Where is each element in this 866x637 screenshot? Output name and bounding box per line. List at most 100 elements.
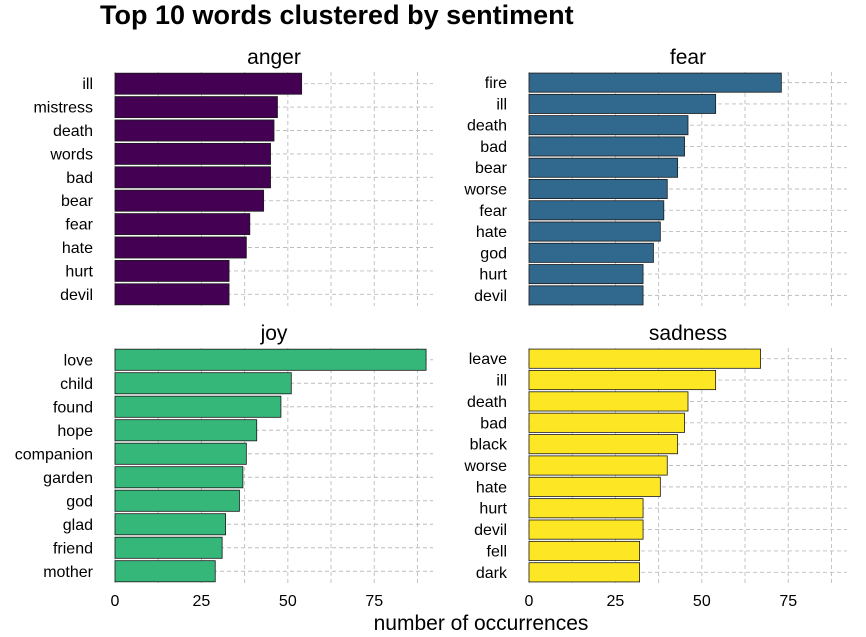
category-label: bad xyxy=(480,415,507,432)
category-label: ill xyxy=(496,96,507,113)
bar-joy-found xyxy=(114,395,282,418)
category-label: companion xyxy=(15,446,93,463)
category-label: hurt xyxy=(65,263,93,280)
category-label: bad xyxy=(480,139,507,156)
category-label: fear xyxy=(65,217,93,234)
bar-anger-words xyxy=(114,142,271,165)
category-label: glad xyxy=(63,517,93,534)
bar-anger-fear xyxy=(114,213,251,236)
category-label: hate xyxy=(476,479,507,496)
bar-joy-child xyxy=(114,372,292,395)
bar-joy-garden xyxy=(114,466,244,489)
category-label: bear xyxy=(475,160,508,177)
bar-anger-devil xyxy=(114,283,230,306)
category-label: hurt xyxy=(479,267,507,284)
category-label: devil xyxy=(474,288,507,305)
bar-sadness-hate xyxy=(528,476,661,497)
bar-anger-death xyxy=(114,119,275,142)
category-label: ill xyxy=(496,373,507,390)
bar-fear-bear xyxy=(528,157,679,178)
category-label: devil xyxy=(474,522,507,539)
x-tick-label: 25 xyxy=(607,593,625,610)
facet-joy: joy love child found hope companion garden god g… xyxy=(15,322,433,610)
category-label: hate xyxy=(476,224,507,241)
bar-fear-fire xyxy=(528,72,782,93)
category-label: fire xyxy=(485,75,507,92)
category-label: god xyxy=(66,493,93,510)
bar-sadness-fell xyxy=(528,540,641,561)
bar-fear-fear xyxy=(528,200,665,221)
facet-title-anger: anger xyxy=(247,46,301,69)
facet-sadness: sadness leave ill death bad black worse hate hur… xyxy=(463,322,847,610)
bar-anger-bad xyxy=(114,166,271,189)
bar-sadness-worse xyxy=(528,455,668,476)
x-tick-label: 75 xyxy=(365,593,383,610)
bar-fear-god xyxy=(528,242,654,263)
category-label: garden xyxy=(43,470,93,487)
facet-panels: anger ill mistress death words bad bear fear hat… xyxy=(15,46,847,610)
category-label: death xyxy=(467,118,507,135)
bar-sadness-dark xyxy=(528,562,641,583)
bar-joy-mother xyxy=(114,560,216,583)
category-label: death xyxy=(53,123,93,140)
category-label: words xyxy=(49,146,93,163)
bar-joy-companion xyxy=(114,442,247,465)
category-label: fear xyxy=(479,203,507,220)
x-tick-label: 0 xyxy=(111,593,120,610)
bar-sadness-black xyxy=(528,434,679,455)
category-label: mother xyxy=(43,564,93,581)
bar-sadness-bad xyxy=(528,412,685,433)
category-label: fell xyxy=(487,543,507,560)
x-axis-label: number of occurrences xyxy=(374,612,589,635)
x-tick-label: 75 xyxy=(779,593,797,610)
facet-anger: anger ill mistress death words bad bear fear hat… xyxy=(33,46,433,306)
category-label: worse xyxy=(463,182,507,199)
bar-joy-hope xyxy=(114,419,258,442)
chart-title: Top 10 words clustered by sentiment xyxy=(100,0,574,30)
facet-fear: fear fire ill death bad bear worse fear hate god h… xyxy=(463,46,847,306)
category-label: ill xyxy=(82,76,93,93)
category-label: leave xyxy=(469,351,507,368)
category-label: found xyxy=(53,399,93,416)
bar-joy-love xyxy=(114,348,427,371)
category-label: bad xyxy=(66,170,93,187)
bar-fear-worse xyxy=(528,179,668,199)
bar-anger-mistress xyxy=(114,96,278,119)
x-tick-label: 0 xyxy=(525,593,534,610)
facet-title-fear: fear xyxy=(670,46,706,69)
bar-fear-death xyxy=(528,115,689,136)
bar-fear-hurt xyxy=(528,264,644,285)
bar-sadness-hurt xyxy=(528,498,644,519)
bar-sadness-ill xyxy=(528,370,717,391)
bar-sadness-death xyxy=(528,391,689,412)
x-tick-label: 50 xyxy=(279,593,297,610)
bar-anger-hurt xyxy=(114,259,230,282)
facet-title-joy: joy xyxy=(260,322,288,345)
category-label: death xyxy=(467,394,507,411)
category-label: devil xyxy=(60,287,93,304)
bar-anger-ill xyxy=(114,72,303,95)
bar-joy-glad xyxy=(114,513,227,536)
bar-fear-ill xyxy=(528,93,717,114)
bar-joy-god xyxy=(114,489,240,512)
bar-sadness-leave xyxy=(528,348,761,369)
category-label: hurt xyxy=(479,501,507,518)
x-tick-label: 50 xyxy=(693,593,711,610)
bar-joy-friend xyxy=(114,536,223,559)
category-label: dark xyxy=(476,565,508,582)
bar-fear-bad xyxy=(528,136,685,157)
bar-anger-hate xyxy=(114,236,247,259)
bar-sadness-devil xyxy=(528,519,644,540)
category-label: hope xyxy=(57,423,93,440)
category-label: mistress xyxy=(33,100,93,117)
category-label: bear xyxy=(61,193,94,210)
category-label: hate xyxy=(62,240,93,257)
category-label: worse xyxy=(463,458,507,475)
bar-anger-bear xyxy=(114,189,265,212)
category-label: child xyxy=(60,376,93,393)
bar-fear-devil xyxy=(528,285,644,306)
facet-title-sadness: sadness xyxy=(649,322,727,345)
category-label: black xyxy=(470,437,508,454)
x-tick-label: 25 xyxy=(193,593,211,610)
